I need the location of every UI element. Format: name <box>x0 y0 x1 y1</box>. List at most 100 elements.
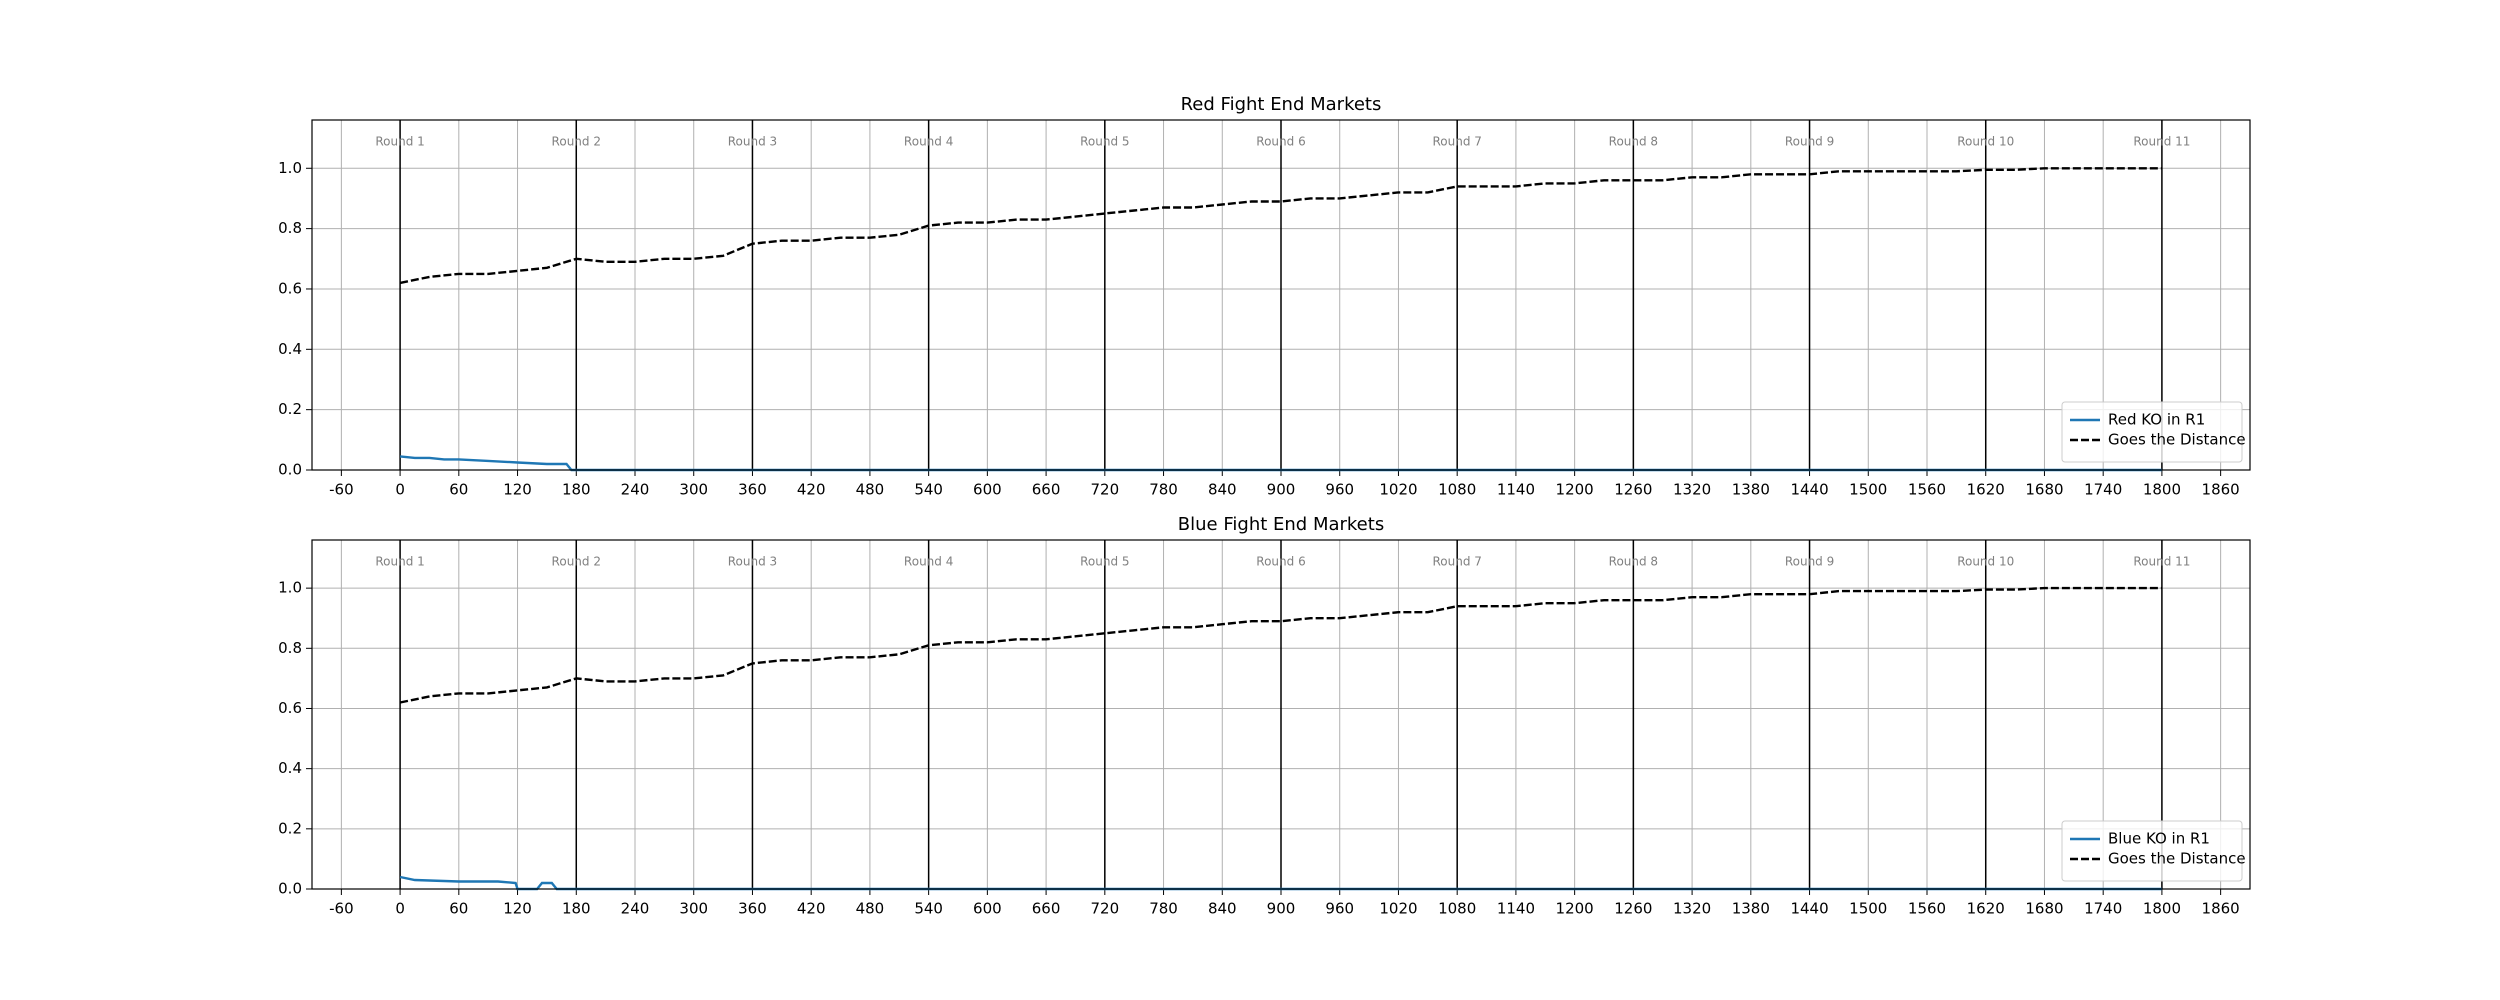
x-tick-label: 1800 <box>2143 900 2181 918</box>
legend-label: Goes the Distance <box>2108 850 2246 868</box>
x-tick-label: 1320 <box>1673 481 1711 499</box>
series-line <box>399 455 2162 472</box>
x-tick-label: 1440 <box>1790 900 1828 918</box>
legend-label: Red KO in R1 <box>2108 411 2205 429</box>
x-tick-label: 780 <box>1149 481 1178 499</box>
x-tick-label: 1200 <box>1556 900 1594 918</box>
x-tick-label: 1380 <box>1732 481 1770 499</box>
round-label: Round 8 <box>1609 555 1658 569</box>
x-tick-label: 1020 <box>1379 900 1417 918</box>
round-label: Round 11 <box>2133 135 2190 149</box>
x-tick-label: 600 <box>973 481 1002 499</box>
y-tick-label: 0.2 <box>278 400 302 418</box>
round-label: Round 6 <box>1256 555 1305 569</box>
x-tick-label: 1200 <box>1556 481 1594 499</box>
y-tick-label: 0.6 <box>278 699 302 717</box>
round-label: Round 1 <box>375 135 424 149</box>
legend-box <box>2061 401 2243 463</box>
round-label: Round 9 <box>1785 555 1834 569</box>
x-tick-label: 960 <box>1325 900 1354 918</box>
y-tick-label: 0.6 <box>278 279 302 297</box>
x-tick-label: 720 <box>1090 481 1119 499</box>
x-tick-label: 300 <box>679 900 708 918</box>
y-tick-label: 0.4 <box>278 340 302 358</box>
x-tick-label: 1680 <box>2025 481 2063 499</box>
x-tick-label: 1140 <box>1497 900 1535 918</box>
round-label: Round 2 <box>552 555 601 569</box>
x-tick-label: 420 <box>797 481 826 499</box>
x-tick-label: 840 <box>1208 900 1237 918</box>
x-tick-label: 480 <box>856 900 885 918</box>
x-tick-label: 780 <box>1149 900 1178 918</box>
x-tick-label: 1020 <box>1379 481 1417 499</box>
round-label: Round 2 <box>552 135 601 149</box>
x-tick-label: 1500 <box>1849 900 1887 918</box>
x-tick-label: 1500 <box>1849 481 1887 499</box>
round-label: Round 5 <box>1080 555 1129 569</box>
y-tick-label: 0.8 <box>278 219 302 237</box>
x-tick-label: 1560 <box>1908 900 1946 918</box>
x-tick-label: 1440 <box>1790 481 1828 499</box>
round-label: Round 4 <box>904 135 953 149</box>
legend-label: Blue KO in R1 <box>2108 830 2210 848</box>
y-tick-label: 0.0 <box>278 461 302 479</box>
x-tick-label: 240 <box>621 900 650 918</box>
x-tick-label: 360 <box>738 900 767 918</box>
round-label: Round 1 <box>375 555 424 569</box>
x-tick-label: 1260 <box>1614 481 1652 499</box>
x-tick-label: 600 <box>973 900 1002 918</box>
x-tick-label: 1080 <box>1438 900 1476 918</box>
x-tick-label: 1320 <box>1673 900 1711 918</box>
series-line <box>399 167 2162 285</box>
y-tick-label: 0.4 <box>278 759 302 777</box>
x-tick-label: 1140 <box>1497 481 1535 499</box>
round-label: Round 6 <box>1256 135 1305 149</box>
round-label: Round 5 <box>1080 135 1129 149</box>
round-label: Round 11 <box>2133 555 2190 569</box>
x-tick-label: 1560 <box>1908 481 1946 499</box>
x-tick-label: 540 <box>914 481 943 499</box>
x-tick-label: 300 <box>679 481 708 499</box>
x-tick-label: 180 <box>562 481 591 499</box>
round-label: Round 4 <box>904 555 953 569</box>
x-tick-label: -60 <box>329 900 354 918</box>
y-tick-label: 0.2 <box>278 819 302 837</box>
x-tick-label: 960 <box>1325 481 1354 499</box>
x-tick-label: 1860 <box>2202 481 2240 499</box>
x-tick-label: 660 <box>1032 481 1061 499</box>
x-tick-label: 540 <box>914 900 943 918</box>
x-tick-label: 1620 <box>1967 481 2005 499</box>
plot-frame <box>311 119 2251 471</box>
round-label: Round 10 <box>1957 555 2014 569</box>
y-tick-label: 0.8 <box>278 639 302 657</box>
x-tick-label: 1800 <box>2143 481 2181 499</box>
chart-title: Blue Fight End Markets <box>1178 514 1384 535</box>
x-tick-label: 1080 <box>1438 481 1476 499</box>
round-label: Round 3 <box>728 555 777 569</box>
round-label: Round 7 <box>1432 555 1481 569</box>
x-tick-label: 1740 <box>2084 481 2122 499</box>
x-tick-label: 420 <box>797 900 826 918</box>
x-tick-label: 1860 <box>2202 900 2240 918</box>
x-tick-label: 180 <box>562 900 591 918</box>
x-tick-label: 1380 <box>1732 900 1770 918</box>
y-tick-label: 1.0 <box>278 579 302 597</box>
x-tick-label: 720 <box>1090 900 1119 918</box>
x-tick-label: 480 <box>856 481 885 499</box>
x-tick-label: 900 <box>1267 481 1296 499</box>
round-label: Round 7 <box>1432 135 1481 149</box>
x-tick-label: 60 <box>449 481 468 499</box>
x-tick-label: 900 <box>1267 900 1296 918</box>
series-line <box>399 586 2162 704</box>
x-tick-label: 1740 <box>2084 900 2122 918</box>
y-tick-label: 0.0 <box>278 880 302 898</box>
round-label: Round 3 <box>728 135 777 149</box>
legend-box <box>2061 820 2243 882</box>
y-tick-label: 1.0 <box>278 159 302 177</box>
x-tick-label: 0 <box>395 481 405 499</box>
x-tick-label: -60 <box>329 481 354 499</box>
x-tick-label: 660 <box>1032 900 1061 918</box>
x-tick-label: 0 <box>395 900 405 918</box>
